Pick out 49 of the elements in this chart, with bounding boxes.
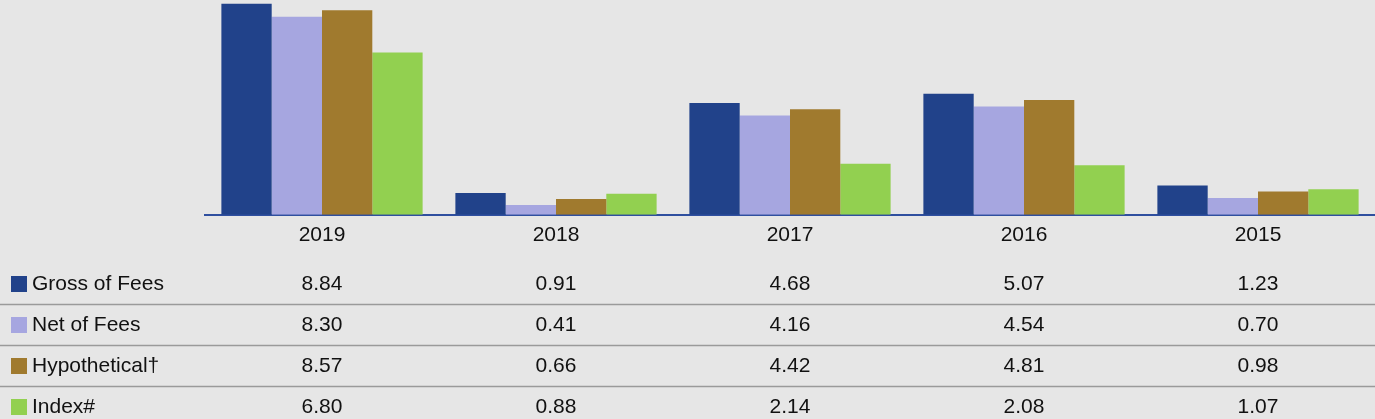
bar	[221, 3, 272, 215]
data-label: 4.54	[1003, 311, 1045, 335]
bar	[739, 115, 790, 215]
data-label: 4.42	[769, 352, 811, 376]
data-label: 6.80	[301, 393, 343, 417]
bar	[322, 10, 373, 215]
data-label: 0.70	[1237, 311, 1279, 335]
bar	[973, 106, 1024, 215]
bar	[1207, 198, 1258, 215]
legend-label: Hypothetical†	[32, 352, 160, 376]
legend-label: Index#	[32, 393, 96, 417]
data-label: 8.57	[301, 352, 343, 376]
x-tick-label: 2016	[1000, 222, 1048, 246]
data-label: 2.14	[769, 393, 811, 417]
data-label: 4.81	[1003, 352, 1045, 376]
data-label: 1.07	[1237, 393, 1279, 417]
data-label: 0.98	[1237, 352, 1279, 376]
data-label: 2.08	[1003, 393, 1045, 417]
bar	[840, 163, 891, 215]
bar	[455, 193, 506, 215]
data-label: 4.16	[769, 311, 811, 335]
bar	[689, 103, 740, 215]
x-tick-label: 2019	[298, 222, 346, 246]
data-label: 5.07	[1003, 270, 1045, 294]
data-label: 0.91	[535, 270, 577, 294]
data-label: 4.68	[769, 270, 811, 294]
data-label: 0.66	[535, 352, 577, 376]
data-label: 8.30	[301, 311, 343, 335]
bar	[1157, 185, 1208, 215]
bar	[923, 93, 974, 215]
data-label: 8.84	[301, 270, 343, 294]
data-label: 0.41	[535, 311, 577, 335]
bar	[505, 205, 556, 215]
bar	[556, 199, 607, 215]
bar	[1024, 100, 1075, 215]
bar	[372, 52, 423, 215]
bar	[606, 193, 657, 215]
x-tick-label: 2015	[1234, 222, 1282, 246]
bar	[790, 109, 841, 215]
bar	[1074, 165, 1125, 215]
data-label: 1.23	[1237, 270, 1279, 294]
legend-label: Net of Fees	[32, 311, 141, 335]
bar	[271, 16, 322, 215]
x-tick-label: 2018	[532, 222, 580, 246]
legend-label: Gross of Fees	[32, 270, 164, 294]
x-tick-label: 2017	[766, 222, 814, 246]
bar	[1258, 191, 1309, 215]
data-label: 0.88	[535, 393, 577, 417]
bar	[1308, 189, 1359, 215]
